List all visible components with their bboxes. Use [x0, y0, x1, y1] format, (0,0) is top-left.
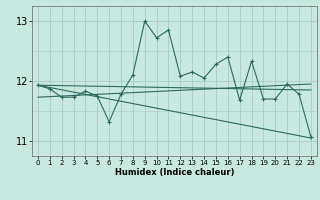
X-axis label: Humidex (Indice chaleur): Humidex (Indice chaleur) [115, 168, 234, 177]
